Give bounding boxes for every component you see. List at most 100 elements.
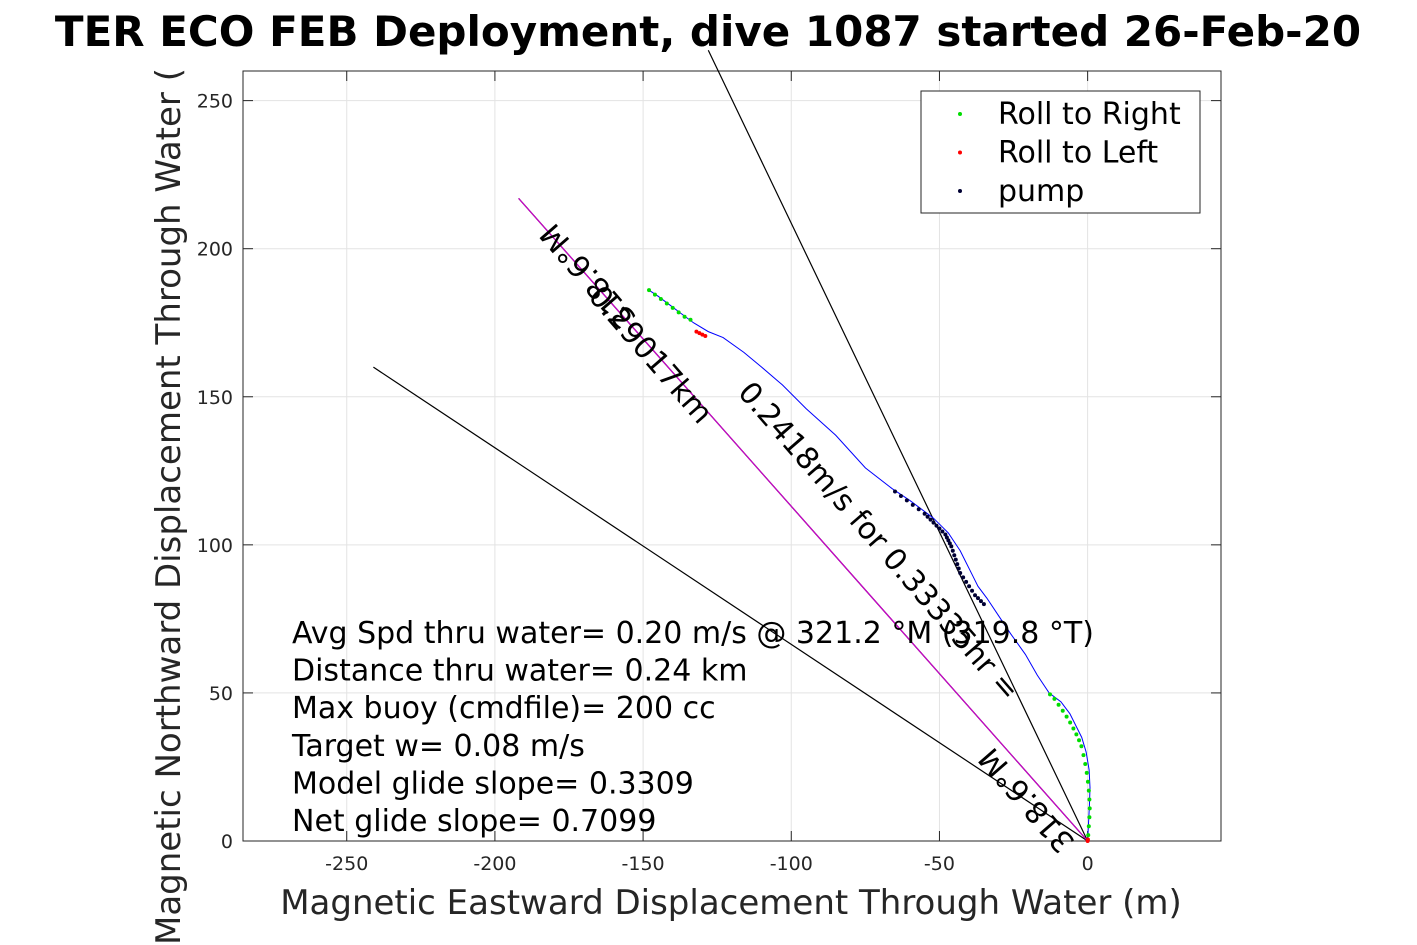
- reference-lines: [373, 50, 1089, 842]
- reference-line: [707, 50, 1089, 842]
- pump-point: [953, 557, 958, 562]
- roll-to-right-point: [1087, 797, 1092, 802]
- plot-area: [242, 70, 1222, 842]
- roll-to-right-point: [1079, 744, 1084, 749]
- legend-marker: [958, 189, 962, 193]
- pump-point: [975, 596, 980, 601]
- pump-point: [981, 602, 986, 607]
- legend-label: Roll to Right: [998, 97, 1181, 132]
- roll-to-right-point: [1047, 692, 1052, 697]
- annotation-line: Net glide slope= 0.7099: [292, 804, 656, 839]
- roll-to-left-point: [1085, 837, 1090, 842]
- pump-point: [949, 544, 954, 549]
- roll-to-left-point: [697, 331, 702, 336]
- pump-point: [904, 498, 909, 503]
- pump-point: [958, 570, 963, 575]
- pump-point: [944, 535, 949, 540]
- annotation-line: Model glide slope= 0.3309: [292, 766, 694, 801]
- x-tick-label: -200: [473, 853, 516, 875]
- y-axis-label: Magnetic Northward Displacement Through …: [149, 68, 189, 945]
- data-points: [647, 288, 1092, 843]
- pump-point: [916, 507, 921, 512]
- pump-point: [978, 599, 983, 604]
- legend-label: Roll to Left: [998, 136, 1158, 171]
- axis-ticks: -250 -200 -150 -100 -50 0 0 50 100 150 200 250: [197, 71, 1221, 875]
- roll-to-right-point: [1071, 726, 1076, 731]
- track-label: 0.29017km: [581, 279, 719, 431]
- annotation-block: Avg Spd thru water= 0.20 m/s @ 321.2 °M …: [291, 616, 1094, 839]
- roll-to-right-point: [688, 317, 693, 322]
- x-tick-label: -250: [325, 853, 368, 875]
- roll-to-right-point: [1086, 824, 1091, 829]
- pump-point: [947, 541, 952, 546]
- pump-point: [934, 523, 939, 528]
- roll-to-right-point: [676, 310, 681, 315]
- roll-to-right-point: [1087, 815, 1092, 820]
- glider-path: [648, 289, 1091, 842]
- track-label: 0.2418m/s for 0.33335hr =: [731, 375, 1027, 708]
- pump-point: [943, 532, 948, 537]
- roll-to-right-point: [1064, 714, 1069, 719]
- roll-to-left-point: [700, 332, 705, 337]
- legend-label: pump: [998, 174, 1084, 209]
- pump-point: [922, 511, 927, 516]
- pump-point: [967, 584, 972, 589]
- pump-point: [946, 538, 951, 543]
- roll-to-right-point: [670, 305, 675, 310]
- roll-to-right-point: [1086, 788, 1091, 793]
- roll-to-right-point: [1086, 833, 1091, 838]
- y-tick-label: 0: [221, 831, 233, 853]
- y-tick-label: 250: [197, 91, 233, 113]
- x-tick-label: 0: [1082, 853, 1094, 875]
- roll-to-right-point: [664, 301, 669, 306]
- pump-point: [931, 520, 936, 525]
- x-tick-label: -150: [622, 853, 665, 875]
- pump-point: [973, 593, 978, 598]
- pump-point: [952, 553, 957, 558]
- pump-point: [956, 566, 961, 571]
- pump-point: [925, 514, 930, 519]
- annotation-line: Avg Spd thru water= 0.20 m/s @ 321.2 °M …: [292, 616, 1094, 651]
- pump-point: [950, 548, 955, 553]
- legend-marker: [958, 150, 962, 155]
- roll-to-right-point: [1060, 708, 1065, 713]
- reference-line: [373, 366, 1088, 842]
- roll-to-right-point: [1081, 753, 1086, 758]
- roll-to-right-point: [652, 292, 657, 297]
- pump-point: [940, 529, 945, 534]
- y-tick-label: 100: [197, 535, 233, 557]
- roll-to-right-point: [1074, 732, 1079, 737]
- pump-point: [937, 526, 942, 531]
- x-tick-label: -100: [770, 853, 813, 875]
- pump-point: [928, 517, 933, 522]
- roll-to-right-point: [658, 297, 663, 302]
- roll-to-right-point: [647, 288, 652, 293]
- legend-box: [920, 90, 1201, 214]
- legend-marker: [958, 112, 962, 116]
- path-line: [648, 289, 1091, 842]
- x-tick-label: -50: [924, 853, 955, 875]
- x-axis-label: Magnetic Eastward Displacement Through W…: [280, 883, 1182, 923]
- pump-point: [964, 579, 969, 584]
- annotation-line: Max buoy (cmdfile)= 200 cc: [292, 691, 716, 726]
- roll-to-right-point: [1056, 702, 1061, 707]
- roll-to-right-point: [1083, 762, 1088, 766]
- roll-to-right-point: [1085, 779, 1090, 784]
- annotation-line: Distance thru water= 0.24 km: [292, 654, 747, 689]
- pump-point: [898, 493, 903, 498]
- roll-to-right-point: [1077, 738, 1082, 743]
- pump-point: [970, 588, 975, 593]
- roll-to-right-point: [1052, 696, 1057, 701]
- roll-to-left-point: [703, 334, 708, 339]
- annotation-line: Target w= 0.08 m/s: [291, 729, 585, 764]
- pump-point: [893, 489, 897, 494]
- pump-point: [955, 562, 960, 567]
- chart-title: TER ECO FEB Deployment, dive 1087 starte…: [55, 7, 1361, 56]
- y-tick-label: 150: [197, 387, 233, 409]
- y-tick-label: 50: [209, 683, 233, 705]
- reference-line: [518, 197, 1089, 842]
- roll-to-right-point: [682, 314, 687, 319]
- pump-point: [961, 575, 966, 580]
